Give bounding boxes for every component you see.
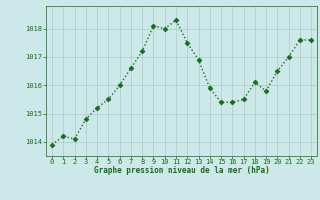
X-axis label: Graphe pression niveau de la mer (hPa): Graphe pression niveau de la mer (hPa) (94, 166, 269, 175)
